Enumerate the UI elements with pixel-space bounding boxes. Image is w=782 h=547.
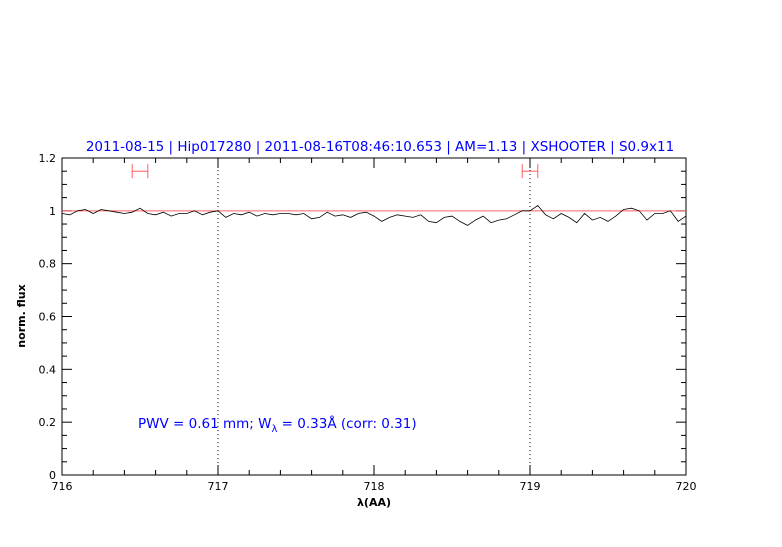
y-tick-label: 0 (49, 469, 56, 482)
y-tick-label: 1.2 (39, 152, 57, 165)
x-tick-label: 719 (520, 480, 541, 493)
x-axis-label: λ(AA) (357, 496, 391, 509)
y-axis-label: norm. flux (15, 284, 28, 347)
x-tick-label: 720 (676, 480, 697, 493)
spectrum-line (61, 204, 687, 226)
x-tick-label: 716 (52, 480, 73, 493)
x-tick-label: 718 (364, 480, 385, 493)
y-tick-label: 0.2 (39, 416, 57, 429)
y-tick-label: 1 (49, 205, 56, 218)
y-tick-label: 0.8 (39, 258, 57, 271)
x-tick-label: 717 (208, 480, 229, 493)
y-tick-label: 0.6 (39, 311, 57, 324)
y-tick-label: 0.4 (39, 363, 57, 376)
pwv-annotation: PWV = 0.61 mm; Wλ = 0.33Å (corr: 0.31) (138, 415, 417, 435)
chart-title: 2011-08-15 | Hip017280 | 2011-08-16T08:4… (86, 139, 674, 155)
